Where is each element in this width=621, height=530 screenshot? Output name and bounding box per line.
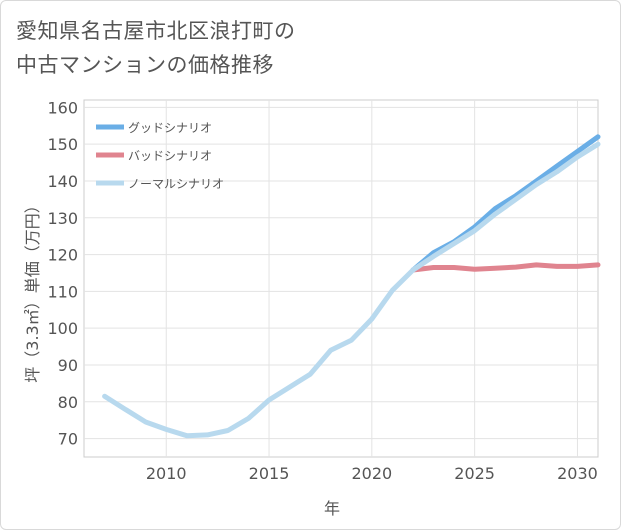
legend-label-3: ノーマルシナリオ [128,177,224,191]
chart-title-line-2: 中古マンションの価格推移 [16,53,274,77]
y-tick-label-140: 140 [47,172,78,191]
chart-title: 愛知県名古屋市北区浪打町の 中古マンションの価格推移 [16,14,296,82]
y-tick-label-110: 110 [47,282,78,301]
y-tick-label-150: 150 [47,135,78,154]
y-tick-label-130: 130 [47,209,78,228]
legend-label-1: グッドシナリオ [128,121,212,135]
x-tick-label-2010: 2010 [146,464,187,483]
y-tick-label-160: 160 [47,98,78,117]
plot-area [83,99,599,458]
y-tick-label-100: 100 [47,319,78,338]
y-tick-label-120: 120 [47,246,78,265]
y-axis-label: 坪（3.3㎡）単価（万円） [23,197,42,382]
legend-label-2: バッドシナリオ [128,149,212,163]
series-line-2 [410,262,601,273]
x-tick-label-2015: 2015 [249,464,290,483]
y-tick-label-90: 90 [58,356,78,375]
axis-tick-labels: 70 80 90 100 110 120 130 140 150 160 2010 2015 2020 2… [47,98,597,483]
x-axis-label: 年 [324,499,340,518]
chart-title-line-1: 愛知県名古屋市北区浪打町の [16,19,296,43]
x-tick-label-2020: 2020 [351,464,392,483]
series-line-3 [102,141,601,439]
series-layer [102,134,601,439]
y-tick-label-80: 80 [58,393,78,412]
x-tick-label-2025: 2025 [454,464,495,483]
x-tick-label-2030: 2030 [557,464,598,483]
y-tick-label-70: 70 [58,430,78,449]
